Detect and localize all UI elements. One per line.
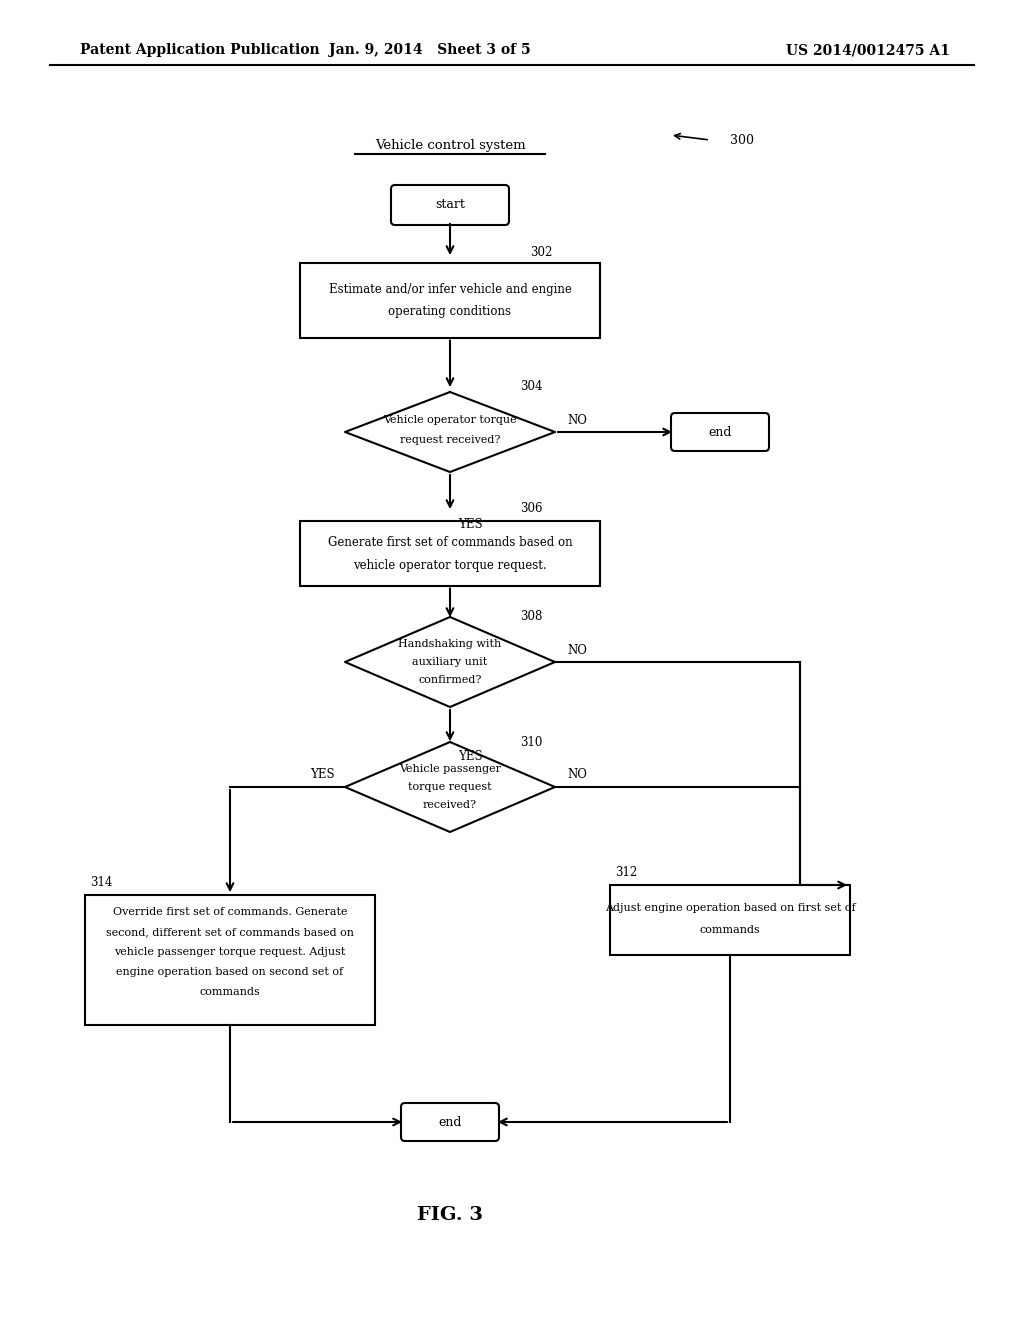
Text: commands: commands [200, 987, 260, 997]
FancyBboxPatch shape [401, 1104, 499, 1140]
Text: auxiliary unit: auxiliary unit [413, 657, 487, 667]
Text: Patent Application Publication: Patent Application Publication [80, 44, 319, 57]
Text: 302: 302 [530, 247, 552, 260]
Text: NO: NO [567, 413, 587, 426]
Text: Vehicle passenger: Vehicle passenger [399, 764, 501, 774]
Text: 314: 314 [90, 876, 113, 890]
Text: Adjust engine operation based on first set of: Adjust engine operation based on first s… [605, 903, 855, 913]
Text: Handshaking with: Handshaking with [398, 639, 502, 649]
FancyBboxPatch shape [671, 413, 769, 451]
Text: YES: YES [458, 517, 482, 531]
Text: NO: NO [567, 768, 587, 781]
Text: Generate first set of commands based on: Generate first set of commands based on [328, 536, 572, 549]
Bar [300, 263, 600, 338]
Text: Vehicle operator torque: Vehicle operator torque [383, 414, 517, 425]
Text: Vehicle control system: Vehicle control system [375, 139, 525, 152]
Text: YES: YES [458, 751, 482, 763]
Text: start: start [435, 198, 465, 211]
Text: 308: 308 [520, 610, 543, 623]
Text: confirmed?: confirmed? [419, 675, 481, 685]
Text: end: end [709, 425, 732, 438]
Text: 310: 310 [520, 735, 543, 748]
Text: YES: YES [310, 768, 335, 781]
Text: vehicle passenger torque request. Adjust: vehicle passenger torque request. Adjust [115, 946, 346, 957]
Text: 312: 312 [615, 866, 637, 879]
Bar [300, 520, 600, 586]
FancyBboxPatch shape [391, 185, 509, 224]
Text: US 2014/0012475 A1: US 2014/0012475 A1 [786, 44, 950, 57]
Text: Estimate and/or infer vehicle and engine: Estimate and/or infer vehicle and engine [329, 284, 571, 297]
Bar [610, 884, 850, 954]
Text: received?: received? [423, 800, 477, 810]
Text: request received?: request received? [399, 436, 500, 445]
Text: end: end [438, 1115, 462, 1129]
Text: 306: 306 [520, 502, 543, 515]
Text: 300: 300 [730, 133, 754, 147]
Text: 304: 304 [520, 380, 543, 393]
Text: engine operation based on second set of: engine operation based on second set of [117, 968, 344, 977]
Text: torque request: torque request [409, 781, 492, 792]
Text: commands: commands [699, 925, 761, 935]
Text: operating conditions: operating conditions [388, 305, 512, 318]
Text: vehicle operator torque request.: vehicle operator torque request. [353, 558, 547, 572]
Text: NO: NO [567, 644, 587, 656]
Text: second, different set of commands based on: second, different set of commands based … [106, 927, 354, 937]
Text: Override first set of commands. Generate: Override first set of commands. Generate [113, 907, 347, 917]
Bar [85, 895, 375, 1026]
Text: FIG. 3: FIG. 3 [417, 1206, 483, 1224]
Text: Jan. 9, 2014   Sheet 3 of 5: Jan. 9, 2014 Sheet 3 of 5 [329, 44, 530, 57]
